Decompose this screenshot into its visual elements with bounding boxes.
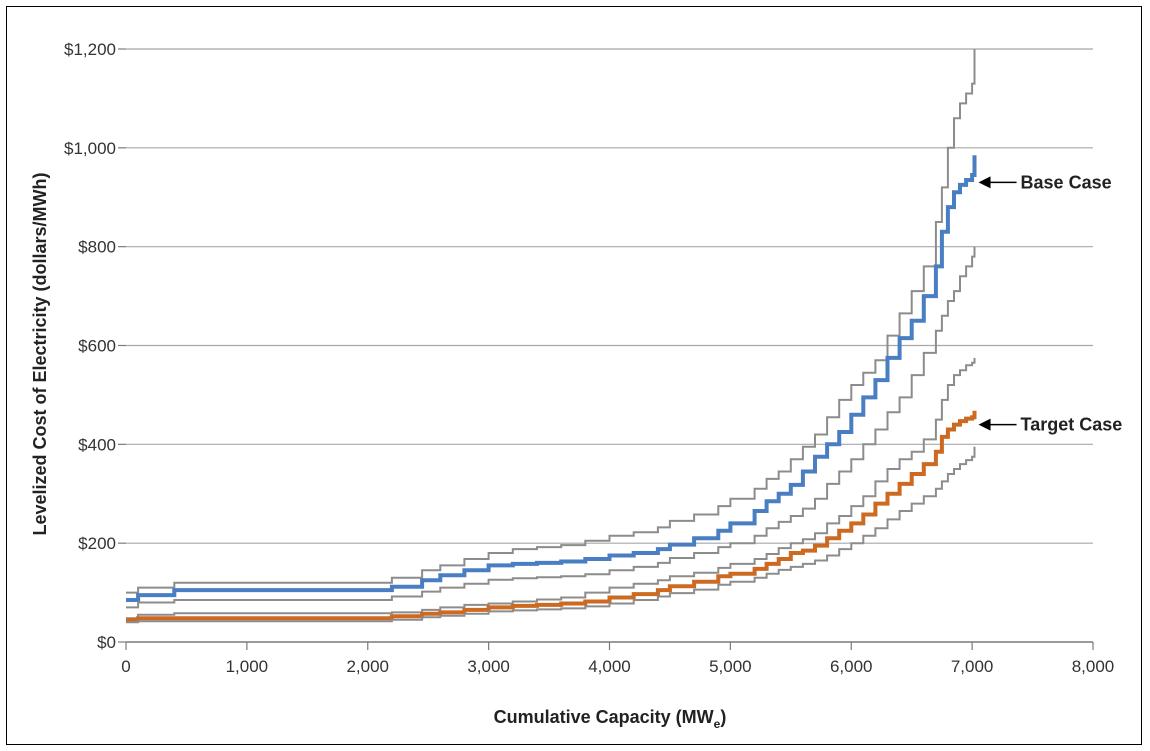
annotation-label: Base Case — [1021, 172, 1112, 192]
series-base-lower-bound — [126, 246, 976, 609]
x-tick-label: 6,000 — [830, 657, 873, 676]
y-tick-label: $600 — [78, 337, 116, 356]
x-tick-label: 0 — [121, 657, 130, 676]
x-tick-label: 3,000 — [467, 657, 510, 676]
x-tick-label: 5,000 — [709, 657, 752, 676]
arrow-head-icon — [978, 176, 991, 189]
x-axis-title-main: Cumulative Capacity (MW — [494, 707, 714, 727]
x-tick-label: 7,000 — [951, 657, 994, 676]
y-axis-title: Levelized Cost of Electricity (dollars/M… — [30, 172, 50, 535]
x-tick-label: 8,000 — [1072, 657, 1115, 676]
series-base-case — [126, 155, 977, 602]
x-axis-title: Cumulative Capacity (MWe) — [494, 707, 727, 731]
y-tick-label: $800 — [78, 238, 116, 257]
x-ticks: 0 1,000 2,000 3,000 4,000 5,000 6,000 7,000 8,00… — [121, 642, 1114, 676]
x-tick-label: 4,000 — [588, 657, 631, 676]
x-axis-title-tail: ) — [720, 707, 726, 727]
gridlines — [126, 48, 1093, 544]
y-tick-label: $0 — [97, 633, 116, 652]
y-tick-label: $1,000 — [64, 139, 116, 158]
annotations: Base Case Target Case — [978, 172, 1123, 435]
y-tick-label: $400 — [78, 435, 116, 454]
x-axis-title-subscript: e — [714, 717, 721, 731]
y-ticks: $0 $200 $400 $600 $800 $1,000 $1,200 — [64, 40, 126, 652]
y-tick-label: $200 — [78, 534, 116, 553]
series-lines — [126, 49, 977, 624]
x-tick-label: 2,000 — [346, 657, 389, 676]
arrow-head-icon — [978, 418, 991, 431]
annotation: Target Case — [978, 415, 1123, 435]
annotation-label: Target Case — [1021, 415, 1123, 435]
series-target-lower-bound — [126, 446, 976, 624]
annotation: Base Case — [978, 172, 1112, 192]
series-target-upper-bound — [126, 357, 976, 620]
y-tick-label: $1,200 — [64, 40, 116, 59]
series-target-case — [126, 410, 977, 622]
series-base-upper-bound — [126, 49, 976, 594]
x-tick-label: 1,000 — [226, 657, 269, 676]
